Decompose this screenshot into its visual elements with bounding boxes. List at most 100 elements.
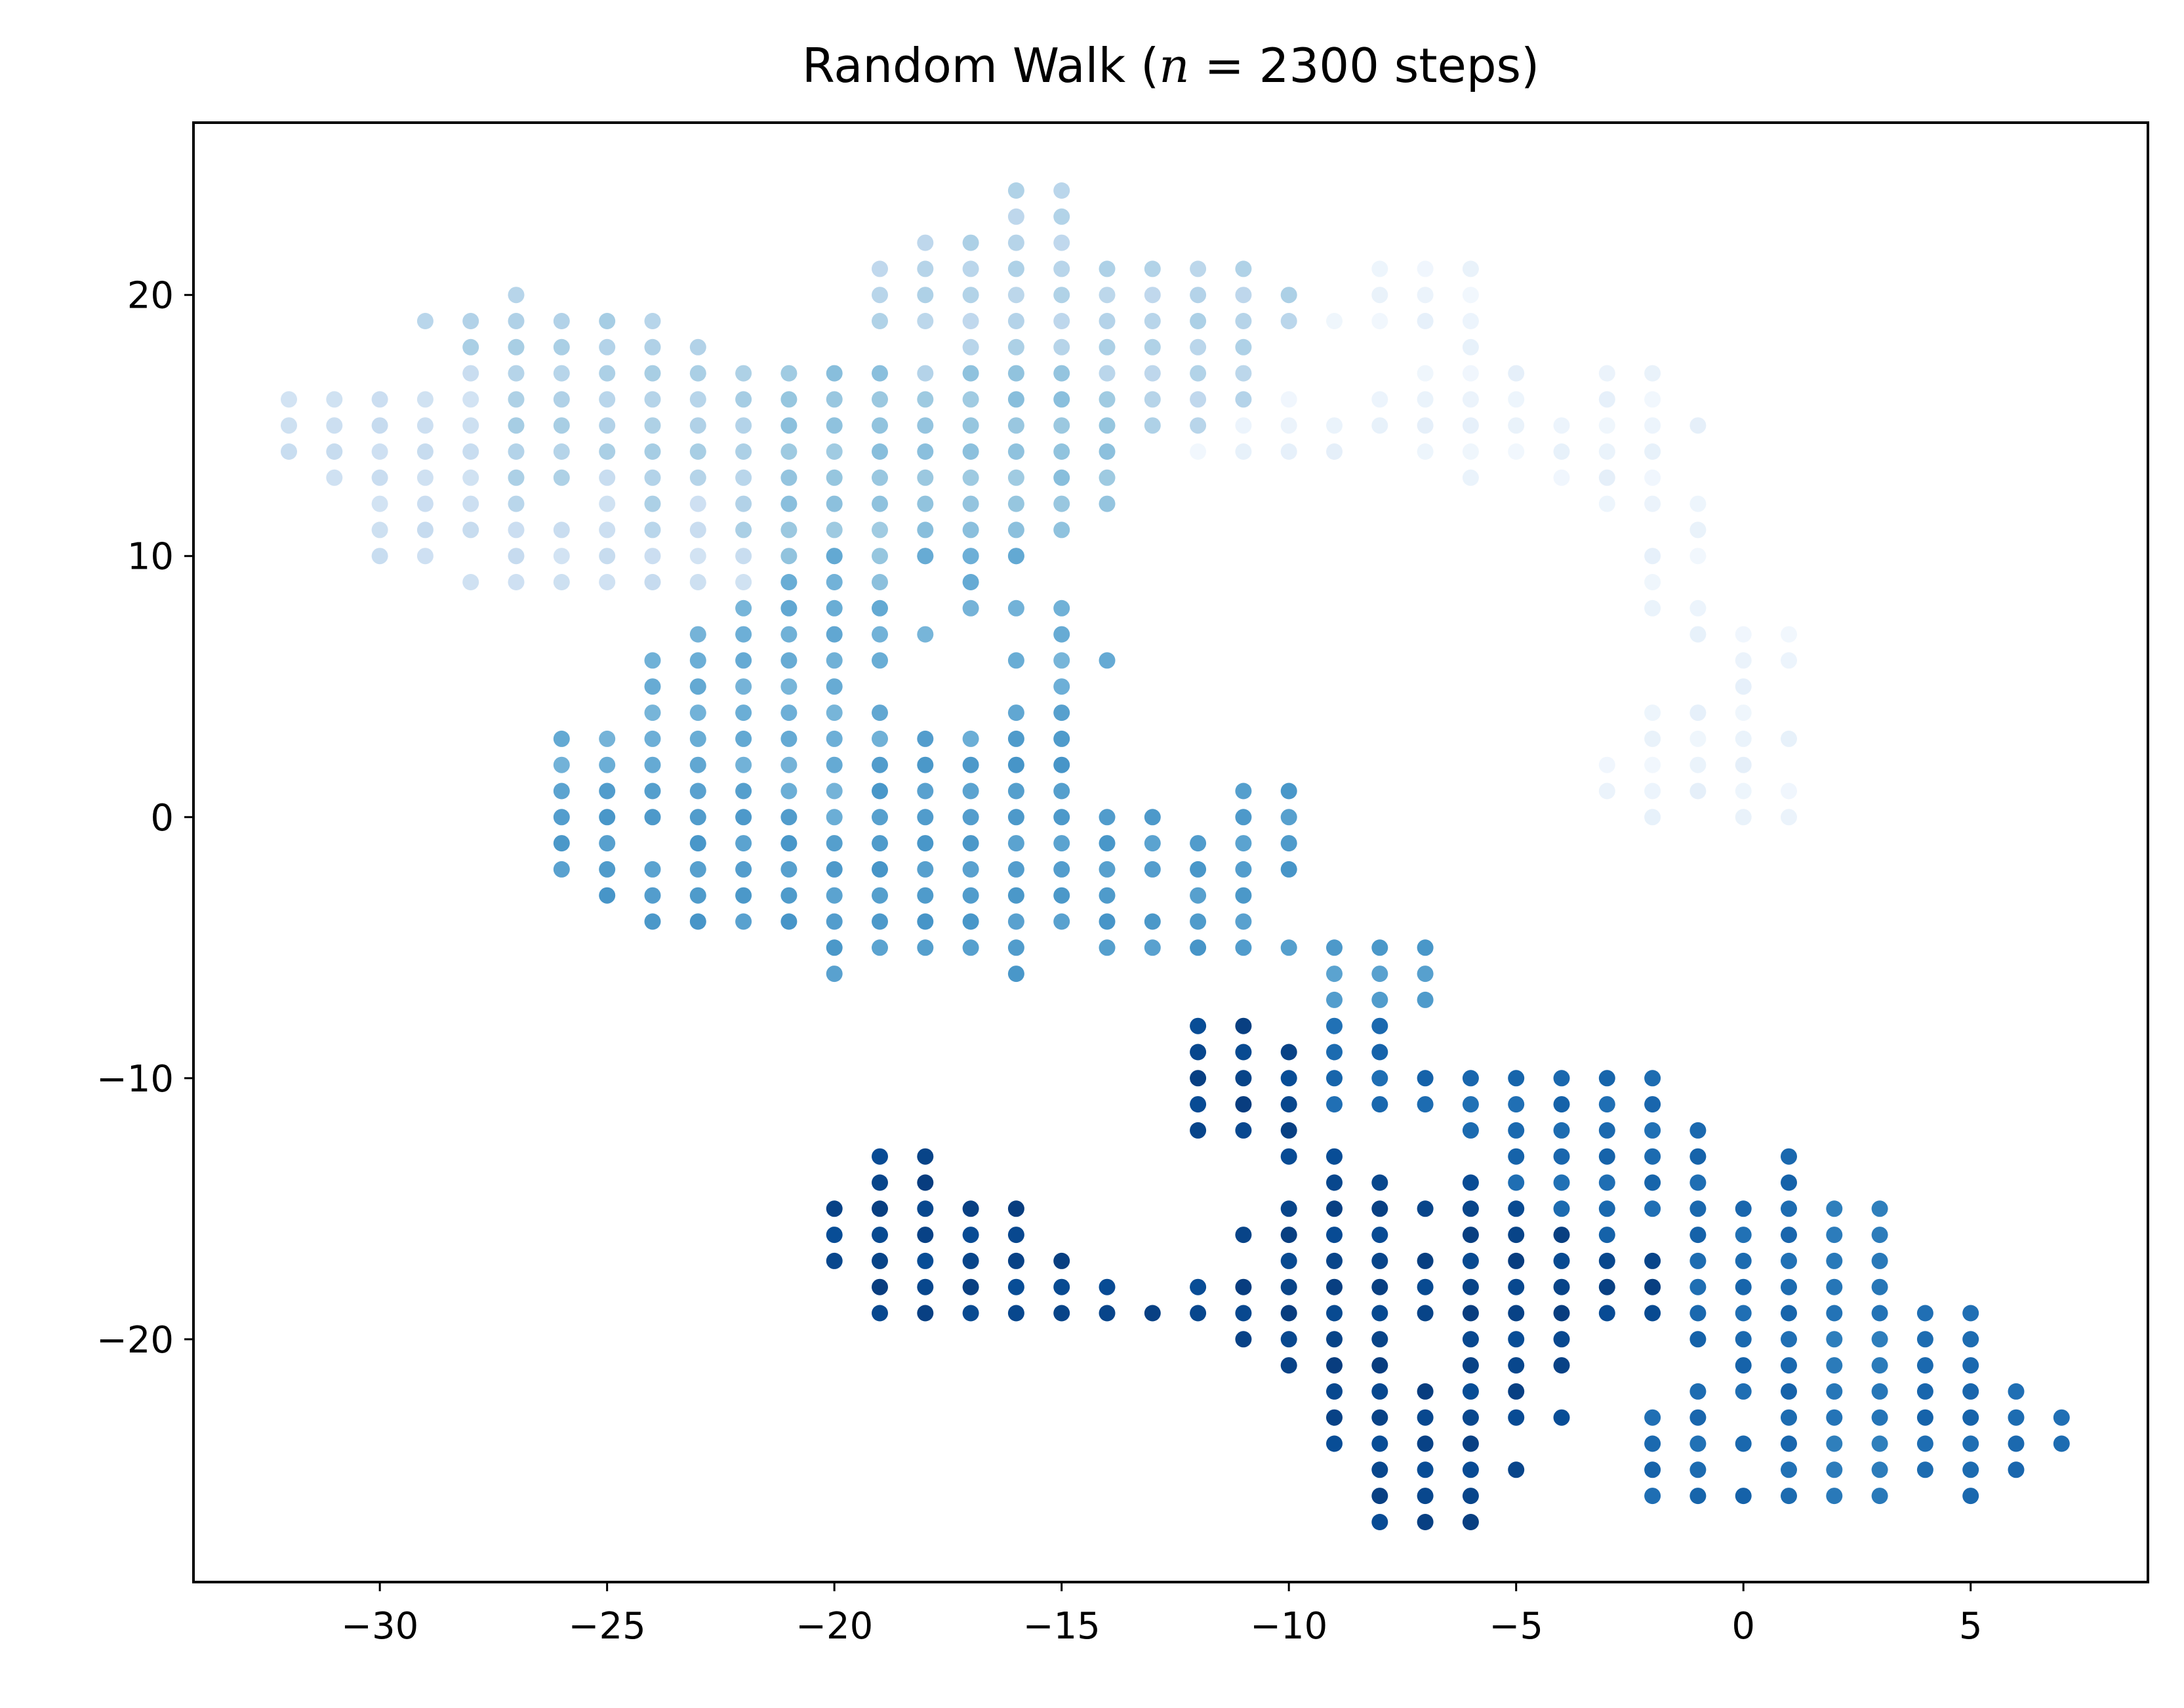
walk-point xyxy=(1462,313,1479,329)
walk-point xyxy=(1326,313,1343,329)
walk-point xyxy=(735,626,752,643)
walk-point xyxy=(1280,313,1297,329)
walk-point xyxy=(1508,1200,1525,1217)
walk-point xyxy=(508,287,525,304)
walk-point xyxy=(1781,1357,1797,1374)
walk-point xyxy=(689,704,706,722)
walk-point xyxy=(1280,1070,1297,1087)
walk-point xyxy=(1053,600,1070,617)
walk-point xyxy=(689,756,706,773)
walk-point xyxy=(1962,1409,1979,1426)
walk-point xyxy=(1916,1383,1933,1400)
walk-point xyxy=(1053,260,1070,277)
walk-point xyxy=(462,365,479,382)
walk-point xyxy=(1916,1357,1933,1374)
walk-point xyxy=(1735,1488,1752,1505)
y-axis: −20 −10 0 10 20 xyxy=(96,275,193,1362)
walk-point xyxy=(1371,1174,1388,1191)
walk-point xyxy=(872,469,888,486)
walk-point xyxy=(1235,260,1252,277)
walk-point xyxy=(1417,260,1434,277)
walk-point xyxy=(1280,1252,1297,1269)
walk-point xyxy=(1735,1278,1752,1295)
walk-point xyxy=(1871,1305,1888,1322)
walk-point xyxy=(780,469,798,486)
walk-point xyxy=(1598,756,1615,773)
walk-point xyxy=(689,574,706,590)
walk-point xyxy=(1053,835,1070,852)
walk-point xyxy=(1371,391,1388,408)
walk-point xyxy=(1280,1357,1297,1374)
walk-point xyxy=(2008,1409,2025,1426)
walk-point xyxy=(1598,1305,1615,1322)
walk-point xyxy=(1826,1331,1843,1348)
walk-point xyxy=(1144,1305,1161,1322)
walk-point xyxy=(1235,443,1252,460)
walk-point xyxy=(1280,287,1297,304)
walk-point xyxy=(1553,1305,1570,1322)
walk-point xyxy=(553,391,570,408)
walk-point xyxy=(1326,1435,1343,1452)
walk-point xyxy=(1326,939,1343,956)
walk-point xyxy=(1462,287,1479,304)
walk-point xyxy=(1916,1409,1933,1426)
walk-point xyxy=(1598,1148,1615,1165)
walk-point xyxy=(1962,1305,1979,1322)
walk-point xyxy=(1417,939,1434,956)
walk-point xyxy=(1735,756,1752,773)
walk-point xyxy=(644,574,661,590)
walk-point xyxy=(872,704,888,722)
walk-point xyxy=(1553,1331,1570,1348)
x-axis: −30 −25 −20 −15 −10 −5 0 5 xyxy=(341,1582,1983,1648)
walk-point xyxy=(1462,1514,1479,1530)
walk-point xyxy=(1644,704,1661,722)
walk-point xyxy=(1235,1044,1252,1061)
walk-point xyxy=(1735,730,1752,747)
walk-point xyxy=(1508,391,1525,408)
walk-point xyxy=(462,313,479,329)
walk-point xyxy=(1144,287,1161,304)
walk-point xyxy=(1144,365,1161,382)
walk-point xyxy=(1553,1252,1570,1269)
walk-point xyxy=(689,417,706,434)
walk-point xyxy=(1007,182,1024,199)
walk-point xyxy=(780,756,798,773)
walk-point xyxy=(1553,1278,1570,1295)
walk-point xyxy=(1735,678,1752,695)
walk-point xyxy=(1007,756,1024,773)
walk-point xyxy=(872,783,888,800)
walk-point xyxy=(1644,809,1661,826)
walk-point xyxy=(1007,809,1024,826)
walk-point xyxy=(1644,443,1661,460)
walk-point xyxy=(1371,1357,1388,1374)
walk-point xyxy=(1644,600,1661,617)
walk-point xyxy=(1007,835,1024,852)
walk-point xyxy=(371,391,388,408)
walk-point xyxy=(462,391,479,408)
walk-point xyxy=(1462,1331,1479,1348)
walk-point xyxy=(1007,548,1024,565)
walk-point xyxy=(917,783,934,800)
walk-point xyxy=(1508,1070,1525,1087)
walk-point xyxy=(1099,1305,1116,1322)
walk-point xyxy=(1689,521,1707,539)
walk-point xyxy=(1007,234,1024,251)
walk-point xyxy=(780,443,798,460)
walk-point xyxy=(1826,1488,1843,1505)
walk-point xyxy=(735,521,752,539)
walk-point xyxy=(1235,861,1252,878)
walk-point xyxy=(1735,783,1752,800)
walk-point xyxy=(1371,1070,1388,1087)
walk-point xyxy=(1781,730,1797,747)
walk-point xyxy=(2053,1435,2070,1452)
walk-point xyxy=(780,574,798,590)
walk-point xyxy=(1371,313,1388,329)
walk-point xyxy=(1235,1331,1252,1348)
walk-point xyxy=(1962,1331,1979,1348)
walk-point xyxy=(1781,1331,1797,1348)
walk-point xyxy=(1462,365,1479,382)
walk-point xyxy=(1007,521,1024,539)
walk-point xyxy=(917,1278,934,1295)
walk-point xyxy=(689,887,706,904)
walk-point xyxy=(462,574,479,590)
